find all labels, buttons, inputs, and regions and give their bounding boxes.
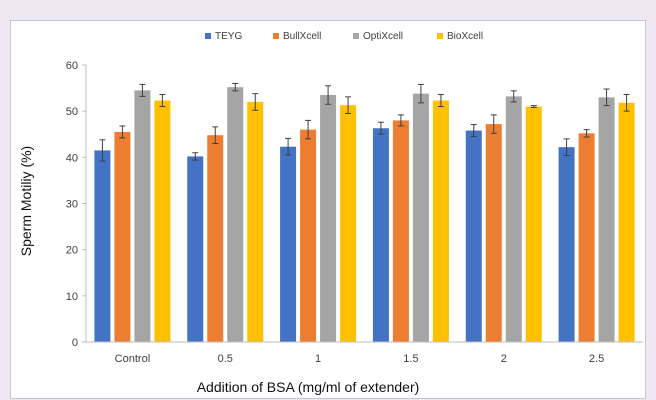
bars [94, 82, 635, 343]
x-axis-title: Addition of BSA (mg/ml of extender) [197, 379, 420, 395]
bar [525, 106, 542, 342]
bar [465, 130, 482, 342]
bar [372, 128, 389, 342]
x-tick-label: 0.5 [218, 353, 233, 365]
bar [558, 147, 575, 342]
x-tick-label: 1 [315, 353, 321, 365]
bar [114, 131, 131, 342]
bar [432, 100, 449, 342]
y-axis: 0 10 20 30 40 50 60 [66, 60, 87, 349]
y-tick-label: 50 [66, 106, 78, 118]
y-axis-title: Sperm Motiliy (%) [18, 146, 34, 256]
legend-swatch [205, 33, 211, 39]
legend-swatch [353, 33, 359, 39]
bar [227, 87, 244, 342]
y-tick-label: 10 [66, 291, 78, 303]
bar [618, 102, 635, 343]
bar [578, 133, 595, 342]
chart-frame: TEYG BullXcell OptiXcell BioXcell 0 10 20 30 40… [10, 20, 646, 399]
bar [187, 156, 204, 342]
bar [280, 146, 297, 342]
y-tick-label: 0 [72, 337, 78, 349]
legend-label: OptiXcell [363, 31, 403, 42]
y-tick-label: 20 [66, 245, 78, 257]
legend-label: TEYG [215, 31, 242, 42]
bar [300, 129, 317, 342]
bar [485, 124, 502, 343]
bar-chart: TEYG BullXcell OptiXcell BioXcell 0 10 20 30 40… [18, 31, 643, 395]
x-tick-label: 2.5 [589, 353, 604, 365]
bar [154, 100, 171, 342]
legend-label: BullXcell [283, 31, 321, 42]
x-axis: Control 0.5 1 1.5 2 2.5 [86, 341, 643, 365]
y-tick-label: 60 [66, 60, 78, 72]
bar [247, 101, 264, 342]
bar [412, 93, 429, 342]
x-tick-label: 2 [501, 353, 507, 365]
bar [94, 150, 111, 342]
bar [134, 90, 151, 343]
bar [320, 95, 337, 342]
bar [505, 96, 522, 342]
legend-swatch [273, 33, 279, 39]
legend-label: BioXcell [447, 31, 483, 42]
bar [340, 105, 357, 342]
bar [207, 135, 224, 342]
bar [598, 97, 615, 342]
bar [392, 120, 409, 343]
x-tick-label: Control [115, 353, 150, 365]
legend-swatch [437, 33, 443, 39]
y-tick-label: 30 [66, 199, 78, 211]
x-tick-label: 1.5 [403, 353, 418, 365]
y-tick-label: 40 [66, 152, 78, 164]
legend: TEYG BullXcell OptiXcell BioXcell [205, 31, 483, 42]
